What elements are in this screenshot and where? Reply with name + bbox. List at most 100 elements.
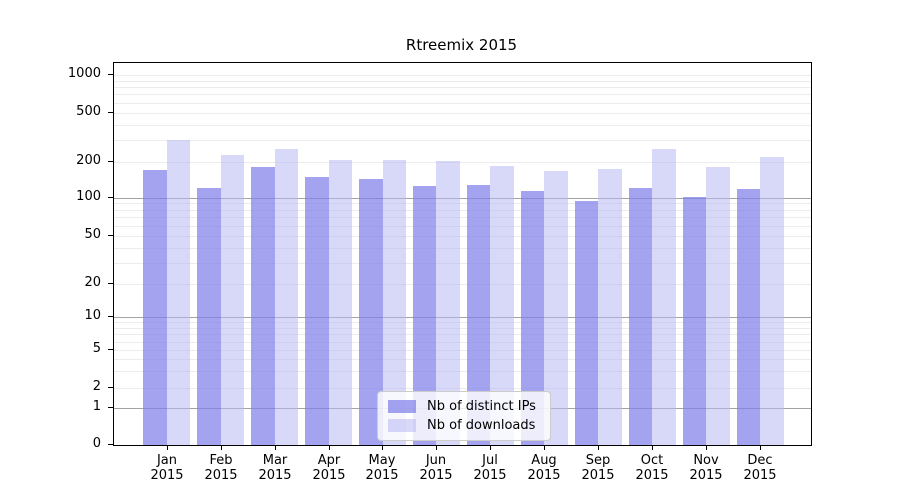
bar-jul-distinct-ips [466,184,491,445]
x-label-month: Feb [209,453,233,468]
minor-gridline [114,388,811,389]
x-label-year: 2015 [689,468,723,483]
x-label-year: 2015 [527,468,561,483]
x-label-year: 2015 [635,468,669,483]
x-tick-jun [436,446,437,450]
y-tick-label-0: 0 [92,436,101,451]
x-tick-label-nov: Nov 2015 [671,453,741,483]
y-tick-2 [108,387,113,388]
bar-mar-downloads [274,149,299,445]
bar-feb-distinct-ips [197,188,221,445]
y-tick-200 [108,161,113,162]
x-tick-mar [275,446,276,450]
x-tick-label-jul: Jul 2015 [455,453,525,483]
minor-gridline [114,162,811,163]
bar-jul-downloads [490,166,514,445]
bar-nov-distinct-ips [682,197,707,445]
bar-dec-downloads [760,156,784,445]
x-tick-label-jan: Jan 2015 [132,453,202,483]
x-label-month: Mar [262,453,288,468]
minor-gridline [114,217,811,218]
y-tick-label-50: 50 [84,227,101,242]
x-label-year: 2015 [258,468,292,483]
legend-swatch-downloads [388,419,416,432]
y-tick-20 [108,283,113,284]
major-gridline [114,198,811,199]
y-tick-5 [108,349,113,350]
bar-jun-distinct-ips [412,186,437,445]
x-label-year: 2015 [743,468,777,483]
minor-gridline [114,371,811,372]
x-tick-label-jun: Jun 2015 [401,453,471,483]
bar-jun-downloads [436,160,460,445]
x-label-year: 2015 [312,468,346,483]
minor-gridline [114,87,811,88]
x-label-month: Aug [531,453,557,468]
minor-gridline [114,328,811,329]
chart-title: Rtreemix 2015 [405,36,518,54]
x-label-month: Apr [317,453,341,468]
legend-swatch-distinct-ips [388,400,416,413]
y-tick-0 [108,444,113,445]
x-tick-may [382,446,383,450]
x-tick-jan [167,446,168,450]
minor-gridline [114,322,811,323]
y-tick-1 [108,407,113,408]
y-tick-label-10: 10 [84,308,101,323]
legend-label-downloads: Nb of downloads [427,418,536,433]
y-tick-50 [108,235,113,236]
x-label-month: Jun [425,453,447,468]
legend-item-distinct-ips: Nb of distinct IPs [388,397,536,416]
x-label-month: Jul [482,453,498,468]
y-tick-label-1000: 1000 [67,66,101,81]
x-label-year: 2015 [581,468,615,483]
x-tick-label-dec: Dec 2015 [725,453,795,483]
y-tick-label-200: 200 [76,153,101,168]
x-tick-label-mar: Mar 2015 [240,453,310,483]
bar-nov-downloads [706,167,730,445]
y-tick-label-2: 2 [92,379,101,394]
legend: Nb of distinct IPs Nb of downloads [377,391,551,441]
x-label-year: 2015 [473,468,507,483]
bar-feb-downloads [220,155,245,445]
legend-label-distinct-ips: Nb of distinct IPs [427,399,536,414]
y-tick-label-1: 1 [92,399,101,414]
minor-gridline [114,226,811,227]
minor-gridline [114,203,811,204]
bar-sep-distinct-ips [574,200,599,445]
bar-may-downloads [382,159,406,445]
x-label-month: Jan [156,453,178,468]
bar-dec-distinct-ips [736,189,760,445]
x-tick-oct [652,446,653,450]
y-tick-label-500: 500 [76,104,101,119]
x-tick-apr [329,446,330,450]
bar-apr-distinct-ips [305,177,329,445]
x-label-month: Nov [693,453,719,468]
bar-aug-downloads [544,171,568,445]
x-label-year: 2015 [204,468,238,483]
x-tick-aug [544,446,545,450]
minor-gridline [114,248,811,249]
y-tick-label-5: 5 [92,341,101,356]
y-tick-1000 [108,74,113,75]
x-tick-label-apr: Apr 2015 [294,453,364,483]
bar-apr-downloads [328,159,352,445]
bar-jan-downloads [166,139,191,445]
x-tick-label-feb: Feb 2015 [186,453,256,483]
minor-gridline [114,342,811,343]
x-tick-label-may: May 2015 [347,453,417,483]
x-label-month: Dec [747,453,773,468]
minor-gridline [114,359,811,360]
minor-gridline [114,113,811,114]
minor-gridline [114,75,811,76]
x-label-year: 2015 [150,468,184,483]
bar-aug-distinct-ips [520,191,545,445]
legend-item-downloads: Nb of downloads [388,416,536,435]
bar-oct-downloads [652,148,676,445]
bar-may-distinct-ips [359,179,383,445]
x-label-month: Oct [640,453,664,468]
x-label-year: 2015 [419,468,453,483]
minor-gridline [114,236,811,237]
minor-gridline [114,284,811,285]
